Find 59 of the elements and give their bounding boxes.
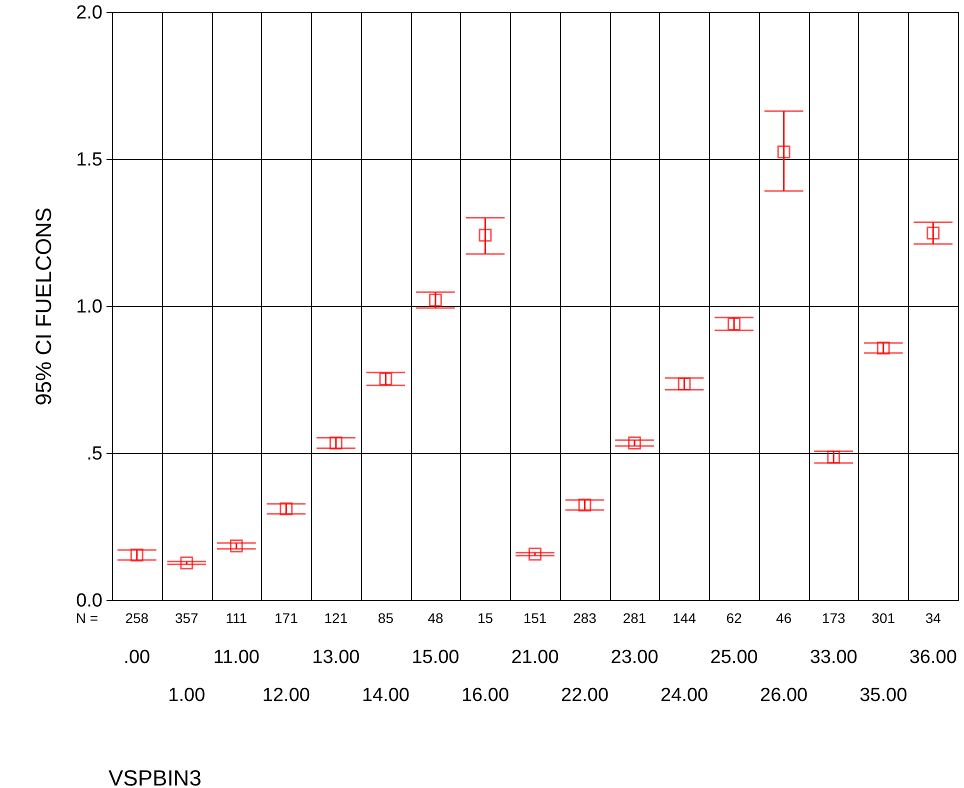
text: 144 bbox=[672, 610, 696, 626]
point bbox=[926, 226, 940, 240]
point bbox=[678, 377, 691, 390]
point bbox=[379, 372, 392, 386]
x-tick-label: 36.00 bbox=[909, 647, 957, 668]
x-axis-title: VSPBIN3 bbox=[108, 766, 202, 788]
x-tick-label: 16.00 bbox=[461, 685, 510, 706]
x-tick-label: 26.00 bbox=[760, 685, 808, 706]
y-tick-label: 1.0 bbox=[76, 296, 102, 318]
text: 357 bbox=[174, 610, 199, 626]
text: 173 bbox=[822, 610, 846, 626]
point bbox=[628, 436, 641, 450]
point bbox=[728, 317, 741, 330]
point bbox=[280, 502, 293, 516]
text: 151 bbox=[523, 610, 547, 626]
text: 85 bbox=[378, 610, 394, 626]
y-tick-label: 2.0 bbox=[76, 2, 102, 24]
point bbox=[528, 548, 542, 561]
text: 111 bbox=[226, 610, 248, 626]
y-tick-label: 1.5 bbox=[76, 150, 102, 170]
x-tick-label: 11.00 bbox=[213, 647, 260, 668]
text: 171 bbox=[274, 610, 298, 626]
text: 283 bbox=[573, 610, 597, 626]
y-tick-label: 0.0 bbox=[76, 590, 102, 612]
point bbox=[827, 450, 840, 464]
x-tick-label: 25.00 bbox=[710, 647, 758, 668]
text: 34 bbox=[925, 610, 942, 626]
point bbox=[876, 342, 890, 354]
point bbox=[230, 539, 243, 552]
x-tick-label: 12.00 bbox=[262, 685, 310, 706]
x-tick-label: 13.00 bbox=[312, 647, 360, 668]
x-tick-label: 14.00 bbox=[362, 685, 410, 706]
point bbox=[777, 145, 790, 158]
x-tick-label: 15.00 bbox=[412, 647, 460, 668]
text: N = bbox=[76, 610, 98, 626]
point bbox=[478, 228, 492, 242]
x-tick-label: 24.00 bbox=[660, 685, 708, 706]
text: 301 bbox=[872, 610, 896, 626]
text: 48 bbox=[428, 610, 444, 626]
x-tick-label: 35.00 bbox=[860, 685, 908, 706]
y-tick-label: .5 bbox=[86, 444, 102, 464]
x-tick-label: 23.00 bbox=[610, 647, 658, 668]
text: 62 bbox=[726, 610, 742, 626]
text: 121 bbox=[324, 610, 348, 626]
point bbox=[180, 556, 194, 570]
x-tick-label: 33.00 bbox=[810, 647, 858, 668]
point bbox=[130, 548, 144, 562]
y-axis-title: 95% CI FUELCONS bbox=[31, 207, 56, 406]
point bbox=[578, 498, 592, 512]
x-tick-label: 1.00 bbox=[168, 685, 206, 706]
x-tick-label: .00 bbox=[124, 647, 150, 668]
text: 281 bbox=[622, 610, 646, 626]
x-tick-label: 21.00 bbox=[511, 647, 559, 668]
text: 258 bbox=[125, 610, 149, 626]
x-tick-label: 22.00 bbox=[560, 685, 609, 706]
point bbox=[329, 436, 342, 450]
text: 15 bbox=[477, 610, 494, 626]
text: 46 bbox=[776, 610, 792, 626]
point bbox=[429, 294, 442, 307]
